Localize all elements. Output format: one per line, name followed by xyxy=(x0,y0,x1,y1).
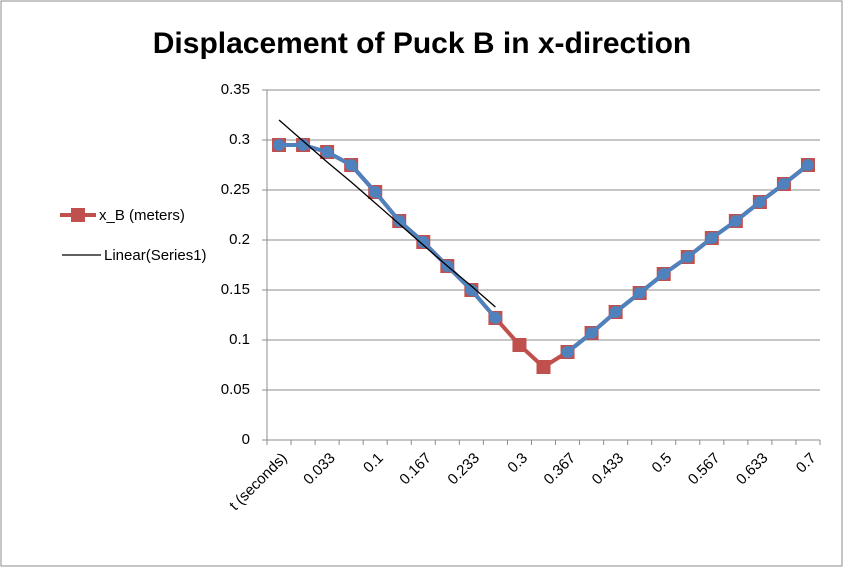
marker xyxy=(297,139,310,151)
marker xyxy=(512,338,527,352)
marker xyxy=(681,251,694,263)
marker xyxy=(609,306,622,318)
marker xyxy=(633,287,646,299)
marker xyxy=(729,215,742,227)
marker xyxy=(705,232,718,244)
y-tick-label: 0.05 xyxy=(221,381,250,398)
marker xyxy=(393,215,406,227)
y-tick-label: 0.15 xyxy=(221,281,250,298)
legend-swatch xyxy=(71,208,85,222)
y-tick-label: 0 xyxy=(242,431,250,448)
marker xyxy=(585,327,598,339)
marker xyxy=(657,268,670,280)
marker xyxy=(753,196,766,208)
marker xyxy=(369,186,382,198)
marker xyxy=(321,146,334,158)
marker xyxy=(561,346,574,358)
trendline xyxy=(278,119,496,308)
y-tick-label: 0.35 xyxy=(221,81,250,98)
marker xyxy=(489,312,502,324)
marker xyxy=(345,159,358,171)
y-tick-label: 0.25 xyxy=(221,181,250,198)
marker xyxy=(801,159,814,171)
marker xyxy=(777,178,790,190)
y-tick-label: 0.2 xyxy=(229,231,250,248)
y-tick-label: 0.3 xyxy=(229,131,250,148)
y-tick-label: 0.1 xyxy=(229,331,250,348)
legend-label: Linear(Series1) xyxy=(104,247,207,264)
marker xyxy=(273,139,286,151)
marker xyxy=(465,284,478,296)
chart-title: Displacement of Puck B in x-direction xyxy=(153,27,691,60)
marker xyxy=(417,236,430,248)
legend-label: x_B (meters) xyxy=(99,207,185,224)
marker xyxy=(536,360,551,374)
